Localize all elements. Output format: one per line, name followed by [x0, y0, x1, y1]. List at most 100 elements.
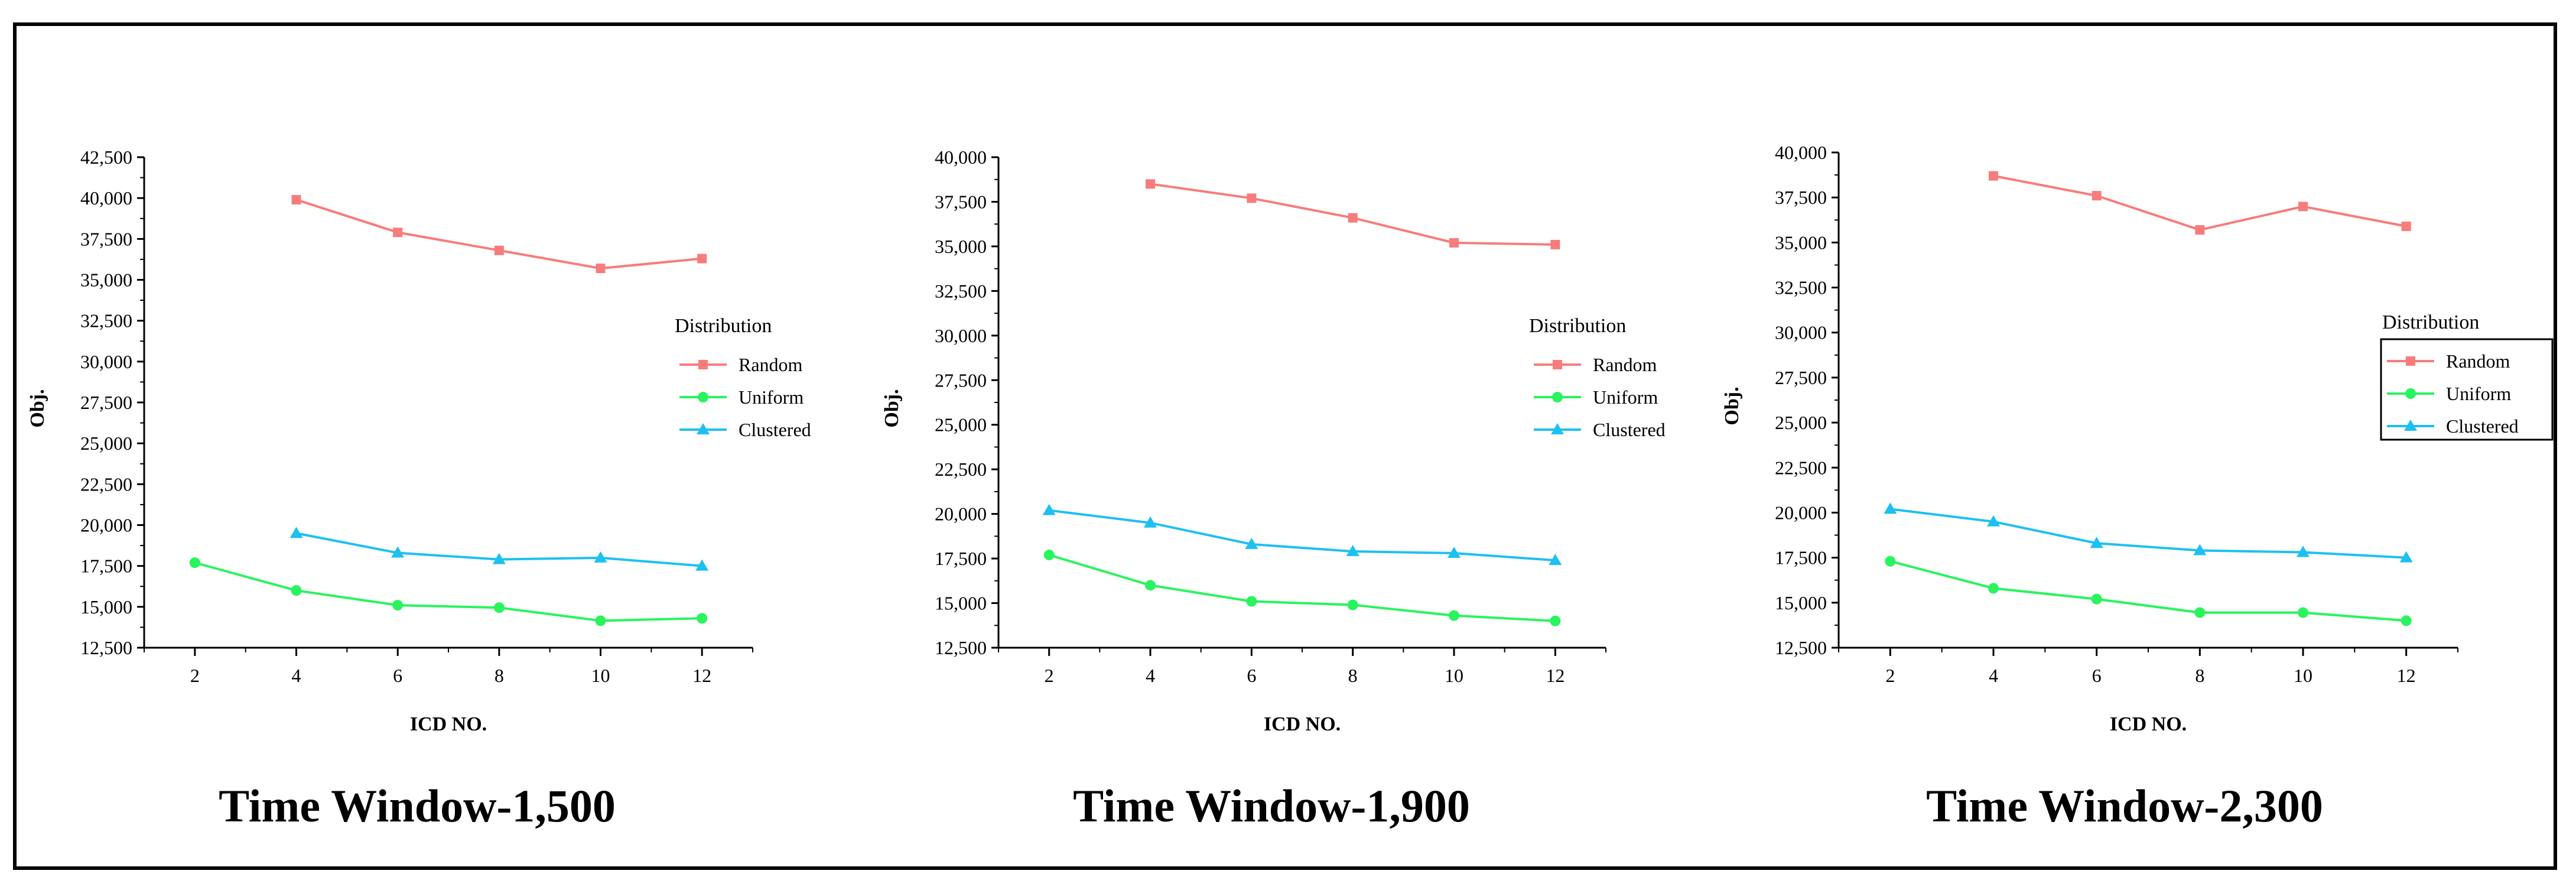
- x-tick-label: 2: [1885, 665, 1895, 686]
- y-tick-label: 30,000: [1775, 322, 1827, 343]
- legend-title: Distribution: [2382, 311, 2479, 333]
- y-tick-label: 22,500: [80, 473, 132, 495]
- y-axis-title: Obj.: [27, 389, 48, 427]
- data-point-clustered: [695, 559, 709, 571]
- y-tick-label: 27,500: [80, 392, 132, 413]
- data-point-clustered: [594, 551, 607, 563]
- data-point-uniform: [2298, 607, 2308, 618]
- panel-caption: Time Window-1,900: [1073, 780, 1470, 831]
- data-point-uniform: [2091, 593, 2102, 605]
- y-tick-label: 20,000: [80, 515, 132, 536]
- y-tick-label: 35,000: [935, 236, 987, 257]
- data-point-uniform: [1043, 550, 1055, 561]
- x-axis-title: ICD NO.: [2110, 713, 2187, 735]
- chart-panel-content: 12,500 15,000 17,500 20,000 22,500 25,000 27,5…: [27, 147, 811, 831]
- panel-caption: Time Window-2,300: [1926, 780, 2323, 831]
- data-point-clustered: [391, 546, 405, 558]
- data-point-clustered: [1346, 545, 1359, 557]
- series-line-clustered: [1049, 509, 1556, 562]
- y-tick-label: 22,500: [1775, 457, 1827, 478]
- data-point-clustered: [1987, 515, 2000, 527]
- y-tick-label: 30,000: [935, 325, 987, 346]
- y-tick-label: 27,500: [1775, 367, 1827, 388]
- y-tick-label: 40,000: [80, 187, 132, 209]
- x-tick-label: 12: [1546, 665, 1565, 686]
- data-point-random: [697, 254, 707, 264]
- legend-marker-clustered: [697, 423, 710, 434]
- legend-label-uniform: Uniform: [1593, 386, 1658, 408]
- y-tick-label: 32,500: [1775, 277, 1827, 298]
- x-tick-label: 6: [2092, 665, 2102, 686]
- y-tick-label: 20,000: [1775, 502, 1827, 523]
- legend-marker-random: [1553, 360, 1562, 369]
- y-tick-label: 17,500: [935, 548, 987, 569]
- y-tick-label: 32,500: [935, 280, 987, 301]
- data-point-random: [1348, 213, 1358, 223]
- x-tick-label: 4: [1989, 665, 1998, 686]
- data-point-uniform: [493, 602, 505, 613]
- legend-marker-random: [2406, 356, 2415, 366]
- legend-label-clustered: Clustered: [1593, 419, 1666, 440]
- data-point-uniform: [1449, 610, 1459, 621]
- legend-marker-clustered: [2404, 420, 2417, 431]
- x-tick-label: 10: [2294, 665, 2312, 686]
- data-point-clustered: [492, 553, 506, 564]
- x-tick-label: 4: [1146, 665, 1155, 686]
- x-tick-label: 4: [292, 665, 301, 686]
- data-point-random: [494, 245, 504, 255]
- data-point-uniform: [2401, 615, 2412, 626]
- data-point-random: [291, 194, 301, 204]
- y-tick-label: 12,500: [1775, 637, 1827, 658]
- legend-label-random: Random: [2446, 350, 2510, 372]
- data-point-uniform: [291, 585, 302, 596]
- data-point-random: [2195, 225, 2205, 235]
- y-tick-label: 12,500: [80, 637, 132, 658]
- x-tick-label: 12: [692, 665, 711, 686]
- y-tick-label: 35,000: [1775, 232, 1827, 253]
- legend-label-uniform: Uniform: [739, 386, 804, 408]
- y-tick-label: 40,000: [935, 147, 987, 168]
- data-point-clustered: [2399, 551, 2413, 563]
- legend-label-random: Random: [739, 354, 803, 375]
- data-point-random: [1449, 238, 1459, 248]
- y-tick-label: 35,000: [80, 269, 132, 291]
- y-axis-title: Obj.: [1721, 386, 1743, 425]
- chart-panel-2: 12,500 15,000 17,500 20,000 22,500 25,000 27,5…: [881, 147, 1666, 831]
- legend-marker-uniform: [2405, 388, 2416, 399]
- y-tick-label: 42,500: [80, 147, 132, 168]
- legend-marker-uniform: [698, 392, 708, 402]
- y-tick-label: 15,000: [1775, 592, 1827, 613]
- x-tick-label: 10: [1445, 665, 1463, 686]
- series-line-uniform: [1049, 554, 1556, 622]
- legend: Distribution Random Uniform Clustered: [1529, 315, 1666, 440]
- legend-marker-random: [698, 360, 708, 369]
- y-tick-label: 37,500: [1775, 187, 1827, 208]
- data-point-uniform: [1145, 580, 1156, 591]
- data-point-random: [2092, 191, 2102, 201]
- data-point-uniform: [1988, 583, 1999, 594]
- legend-label-clustered: Clustered: [739, 419, 811, 440]
- data-point-random: [2298, 202, 2308, 212]
- data-point-random: [2401, 221, 2411, 231]
- data-point-clustered: [1042, 504, 1056, 515]
- y-tick-label: 15,000: [935, 593, 987, 614]
- series-line-random: [1993, 174, 2407, 232]
- y-tick-label: 25,000: [935, 414, 987, 436]
- data-point-random: [1550, 239, 1560, 249]
- y-tick-label: 22,500: [935, 459, 987, 480]
- data-point-uniform: [2194, 607, 2206, 618]
- data-point-random: [1247, 193, 1257, 203]
- legend-title: Distribution: [1529, 315, 1626, 337]
- data-point-clustered: [1448, 547, 1461, 558]
- y-tick-label: 32,500: [80, 310, 132, 332]
- x-tick-label: 8: [495, 665, 504, 686]
- data-point-clustered: [2193, 544, 2207, 556]
- y-tick-label: 25,000: [1775, 412, 1827, 433]
- y-axis-title: Obj.: [881, 389, 903, 427]
- y-tick-label: 17,500: [80, 556, 132, 577]
- y-tick-label: 40,000: [1775, 142, 1827, 163]
- x-tick-label: 6: [1247, 665, 1256, 686]
- chart-panel-content: 12,500 15,000 17,500 20,000 22,500 25,000 27,5…: [881, 147, 1666, 831]
- x-tick-label: 8: [2195, 665, 2204, 686]
- legend-title: Distribution: [675, 315, 772, 337]
